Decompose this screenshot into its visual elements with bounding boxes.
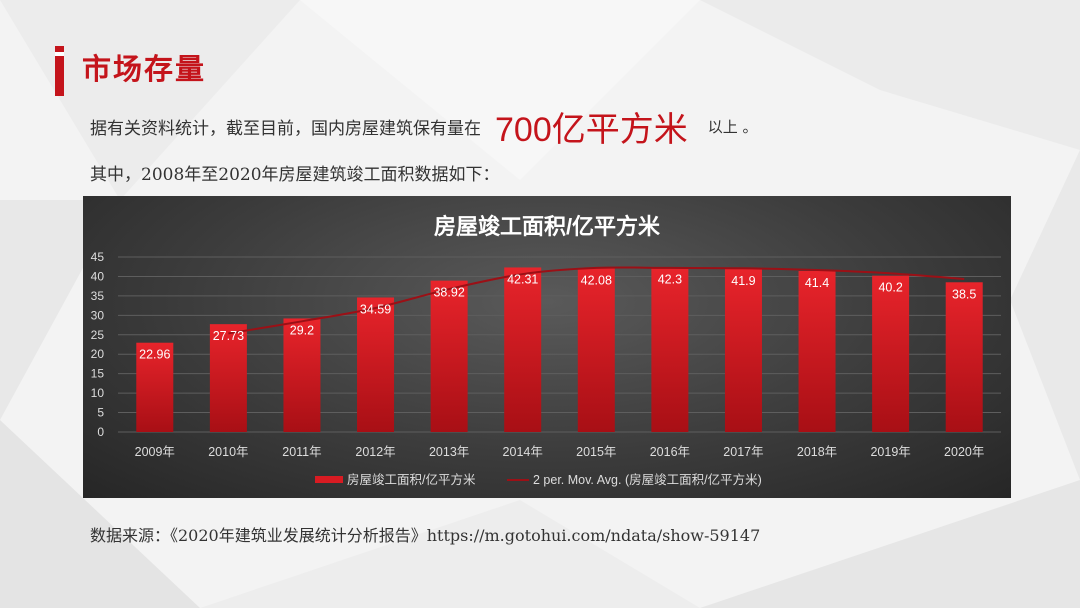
- bar: [209, 324, 247, 432]
- stock-highlight: 700亿平方米: [495, 110, 688, 149]
- data-label: 27.73: [213, 329, 244, 343]
- intro-line: 据有关资料统计，截至目前，国内房屋建筑保有量在 700亿平方米 以上 。: [90, 104, 758, 149]
- bar: [577, 268, 615, 432]
- legend-bar-swatch: [315, 476, 343, 483]
- y-tick-label: 30: [91, 308, 105, 322]
- chart-panel: 房屋竣工面积/亿平方米 0 5 10 15 20 25 30 35 40 45 22.96 27.7…: [83, 196, 1011, 498]
- y-tick-label: 0: [97, 425, 104, 439]
- bar: [872, 275, 910, 432]
- data-label: 34.59: [360, 302, 391, 316]
- y-tick-label: 15: [91, 367, 105, 381]
- data-label: 42.3: [658, 273, 682, 287]
- bar: [945, 282, 983, 432]
- chart-title: 房屋竣工面积/亿平方米: [434, 214, 661, 239]
- legend-bar-label: 房屋竣工面积/亿平方米: [347, 472, 476, 487]
- data-label: 40.2: [878, 281, 902, 295]
- x-tick-label: 2015年: [576, 445, 616, 459]
- x-tick-label: 2013年: [429, 445, 469, 459]
- x-tick-label: 2011年: [282, 445, 321, 459]
- bar: [357, 297, 395, 432]
- y-tick-label: 40: [91, 269, 105, 283]
- bar: [798, 271, 836, 432]
- data-label: 38.5: [952, 287, 976, 301]
- intro-prefix: 据有关资料统计，截至目前，国内房屋建筑保有量在: [90, 118, 481, 139]
- data-label: 42.31: [507, 272, 538, 286]
- x-tick-label: 2012年: [355, 445, 395, 459]
- y-tick-label: 5: [97, 406, 104, 420]
- bar: [136, 342, 174, 432]
- x-tick-label: 2010年: [208, 445, 248, 459]
- y-tick-label: 20: [91, 347, 105, 361]
- bar: [283, 318, 321, 432]
- moving-average-line: [228, 266, 965, 335]
- chart-legend: 房屋竣工面积/亿平方米 2 per. Mov. Avg. (房屋竣工面积/亿平方…: [315, 472, 762, 487]
- data-label: 29.2: [290, 323, 314, 337]
- completed-area-chart: 房屋竣工面积/亿平方米 0 5 10 15 20 25 30 35 40 45 22.96 27.7…: [91, 214, 1001, 487]
- title-accent-bar: [55, 46, 64, 96]
- bar: [651, 267, 689, 432]
- data-source: 数据来源：《2020年建筑业发展统计分析报告》https://m.gotohui…: [90, 526, 761, 545]
- y-tick-label: 10: [91, 386, 105, 400]
- y-tick-label: 25: [91, 328, 105, 342]
- bar: [430, 280, 468, 432]
- data-label: 41.9: [731, 274, 755, 288]
- x-tick-label: 2016年: [650, 445, 690, 459]
- x-tick-label: 2019年: [870, 445, 910, 459]
- page-title: 市场存量: [82, 52, 207, 86]
- bar: [724, 269, 762, 432]
- data-label: 42.08: [581, 273, 612, 287]
- x-tick-label: 2018年: [797, 445, 837, 459]
- y-tick-label: 35: [91, 289, 105, 303]
- data-label: 41.4: [805, 276, 829, 290]
- data-label: 22.96: [139, 348, 170, 362]
- x-tick-label: 2009年: [135, 445, 175, 459]
- data-label: 38.92: [433, 286, 464, 300]
- y-tick-label: 45: [91, 250, 105, 264]
- x-tick-label: 2014年: [503, 445, 543, 459]
- x-tick-label: 2017年: [723, 445, 763, 459]
- legend-trend-label: 2 per. Mov. Avg. (房屋竣工面积/亿平方米): [533, 472, 762, 487]
- x-tick-label: 2020年: [944, 445, 984, 459]
- bar: [504, 267, 542, 432]
- intro-line-2: 其中，2008年至2020年房屋建筑竣工面积数据如下：: [90, 165, 500, 185]
- intro-suffix: 以上 。: [707, 117, 758, 136]
